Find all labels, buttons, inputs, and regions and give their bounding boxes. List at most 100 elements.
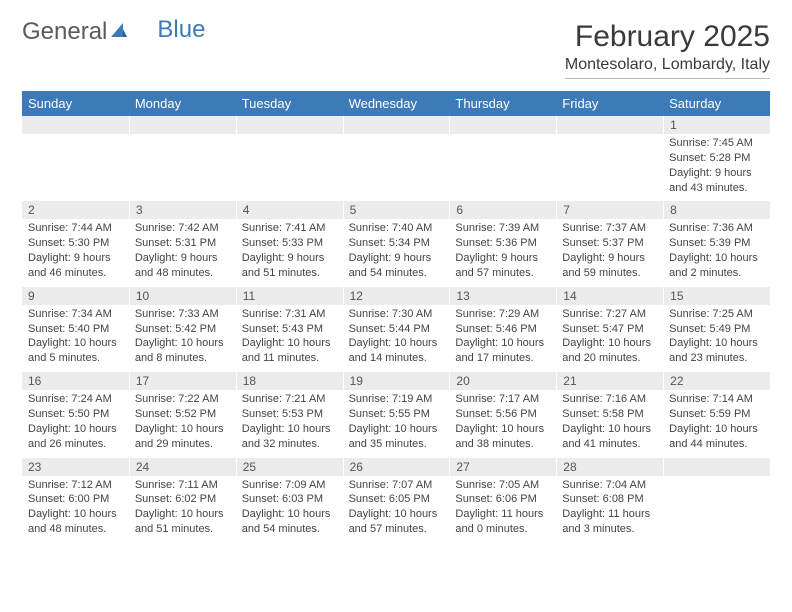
day-number: 28 — [556, 458, 663, 476]
day-info-line: Sunset: 5:31 PM — [135, 236, 230, 251]
day-info-line: Daylight: 10 hours and 20 minutes. — [562, 336, 657, 366]
day-info-line: Sunset: 5:40 PM — [28, 322, 123, 337]
day-cell — [343, 134, 450, 201]
day-info-line: Sunrise: 7:21 AM — [242, 392, 337, 407]
day-number — [22, 116, 129, 134]
day-cell: Sunrise: 7:36 AMSunset: 5:39 PMDaylight:… — [663, 219, 770, 286]
day-cell: Sunrise: 7:24 AMSunset: 5:50 PMDaylight:… — [22, 390, 129, 457]
day-header-sun: Sunday — [22, 91, 129, 116]
day-info-line: Sunset: 5:55 PM — [349, 407, 444, 422]
day-info-line: Daylight: 9 hours and 46 minutes. — [28, 251, 123, 281]
day-cell — [449, 134, 556, 201]
page-header: General Blue February 2025 Montesolaro, … — [22, 20, 770, 79]
day-info-line: Sunset: 5:46 PM — [455, 322, 550, 337]
week-number-row: 232425262728 — [22, 458, 770, 476]
day-info-line: Sunrise: 7:11 AM — [135, 478, 230, 493]
day-cell: Sunrise: 7:16 AMSunset: 5:58 PMDaylight:… — [556, 390, 663, 457]
day-info-line: Sunrise: 7:45 AM — [669, 136, 764, 151]
day-cell: Sunrise: 7:19 AMSunset: 5:55 PMDaylight:… — [343, 390, 450, 457]
day-info-line: Daylight: 10 hours and 26 minutes. — [28, 422, 123, 452]
day-cell: Sunrise: 7:40 AMSunset: 5:34 PMDaylight:… — [343, 219, 450, 286]
day-cell: Sunrise: 7:22 AMSunset: 5:52 PMDaylight:… — [129, 390, 236, 457]
day-cell: Sunrise: 7:04 AMSunset: 6:08 PMDaylight:… — [556, 476, 663, 543]
day-number: 9 — [22, 287, 129, 305]
week-content-row: Sunrise: 7:24 AMSunset: 5:50 PMDaylight:… — [22, 390, 770, 457]
day-info-line: Sunset: 5:53 PM — [242, 407, 337, 422]
day-cell: Sunrise: 7:42 AMSunset: 5:31 PMDaylight:… — [129, 219, 236, 286]
day-number: 22 — [663, 372, 770, 390]
day-info-line: Daylight: 10 hours and 23 minutes. — [669, 336, 764, 366]
day-cell: Sunrise: 7:33 AMSunset: 5:42 PMDaylight:… — [129, 305, 236, 372]
day-header-thu: Thursday — [449, 91, 556, 116]
calendar-day-header: Sunday Monday Tuesday Wednesday Thursday… — [22, 91, 770, 116]
day-info-line: Sunset: 5:59 PM — [669, 407, 764, 422]
day-number — [556, 116, 663, 134]
day-info-line: Sunset: 5:36 PM — [455, 236, 550, 251]
calendar-body: 1Sunrise: 7:45 AMSunset: 5:28 PMDaylight… — [22, 116, 770, 543]
day-info-line: Daylight: 10 hours and 48 minutes. — [28, 507, 123, 537]
day-info-line: Daylight: 10 hours and 35 minutes. — [349, 422, 444, 452]
day-cell: Sunrise: 7:45 AMSunset: 5:28 PMDaylight:… — [663, 134, 770, 201]
day-cell — [663, 476, 770, 543]
day-number: 15 — [663, 287, 770, 305]
logo: General Blue — [22, 20, 205, 44]
day-info-line: Sunset: 5:43 PM — [242, 322, 337, 337]
day-info-line: Sunrise: 7:29 AM — [455, 307, 550, 322]
day-number: 18 — [236, 372, 343, 390]
week-content-row: Sunrise: 7:34 AMSunset: 5:40 PM Daylight:… — [22, 305, 770, 372]
day-number: 17 — [129, 372, 236, 390]
day-cell: Sunrise: 7:44 AMSunset: 5:30 PMDaylight:… — [22, 219, 129, 286]
day-info-line: Sunset: 5:49 PM — [669, 322, 764, 337]
day-info-line: Sunrise: 7:05 AM — [455, 478, 550, 493]
day-info-line: Daylight: 10 hours and 54 minutes. — [242, 507, 337, 537]
day-number: 8 — [663, 201, 770, 219]
day-info-line: Sunset: 5:42 PM — [135, 322, 230, 337]
day-info-line: Sunrise: 7:25 AM — [669, 307, 764, 322]
day-info-line: Daylight: 10 hours and 51 minutes. — [135, 507, 230, 537]
day-number — [236, 116, 343, 134]
day-cell: Sunrise: 7:37 AMSunset: 5:37 PMDaylight:… — [556, 219, 663, 286]
day-info-line: Sunset: 6:02 PM — [135, 492, 230, 507]
day-info-line: Daylight: 10 hours and 11 minutes. — [242, 336, 337, 366]
day-info-line: Sunset: 5:34 PM — [349, 236, 444, 251]
day-number — [129, 116, 236, 134]
day-header-sat: Saturday — [663, 91, 770, 116]
day-info-line: Daylight: 10 hours and 38 minutes. — [455, 422, 550, 452]
day-number: 21 — [556, 372, 663, 390]
week-content-row: Sunrise: 7:12 AMSunset: 6:00 PMDaylight:… — [22, 476, 770, 543]
day-cell: Sunrise: 7:09 AMSunset: 6:03 PMDaylight:… — [236, 476, 343, 543]
day-header-wed: Wednesday — [343, 91, 450, 116]
day-cell: Sunrise: 7:39 AMSunset: 5:36 PMDaylight:… — [449, 219, 556, 286]
day-number: 1 — [663, 116, 770, 134]
day-cell: Sunrise: 7:27 AMSunset: 5:47 PMDaylight:… — [556, 305, 663, 372]
day-info-line: Sunrise: 7:16 AM — [562, 392, 657, 407]
day-info-line: Sunrise: 7:36 AM — [669, 221, 764, 236]
day-number: 7 — [556, 201, 663, 219]
day-header-fri: Friday — [556, 91, 663, 116]
day-info-line: Sunset: 5:39 PM — [669, 236, 764, 251]
day-cell — [129, 134, 236, 201]
day-cell: Sunrise: 7:34 AMSunset: 5:40 PMDaylight:… — [22, 305, 129, 372]
day-cell: Sunrise: 7:29 AMSunset: 5:46 PMDaylight:… — [449, 305, 556, 372]
day-number: 27 — [449, 458, 556, 476]
day-cell: Sunrise: 7:11 AMSunset: 6:02 PMDaylight:… — [129, 476, 236, 543]
day-info-line: Sunrise: 7:12 AM — [28, 478, 123, 493]
day-cell: Sunrise: 7:05 AMSunset: 6:06 PMDaylight:… — [449, 476, 556, 543]
day-cell — [556, 134, 663, 201]
day-info-line: Sunrise: 7:37 AM — [562, 221, 657, 236]
day-info-line: Sunset: 6:06 PM — [455, 492, 550, 507]
day-info-line: Sunrise: 7:07 AM — [349, 478, 444, 493]
day-info-line: Daylight: 10 hours and 8 minutes. — [135, 336, 230, 366]
day-info-line: Sunset: 5:52 PM — [135, 407, 230, 422]
day-number: 2 — [22, 201, 129, 219]
day-cell: Sunrise: 7:07 AMSunset: 6:05 PMDaylight:… — [343, 476, 450, 543]
day-info-line: Daylight: 10 hours and 17 minutes. — [455, 336, 550, 366]
day-number: 25 — [236, 458, 343, 476]
day-info-line: Daylight: 10 hours and 32 minutes. — [242, 422, 337, 452]
day-cell: Sunrise: 7:31 AMSunset: 5:43 PMDaylight:… — [236, 305, 343, 372]
day-number — [449, 116, 556, 134]
month-title: February 2025 — [565, 20, 770, 54]
day-cell: Sunrise: 7:41 AMSunset: 5:33 PMDaylight:… — [236, 219, 343, 286]
day-info-line: Sunrise: 7:34 AM — [28, 307, 123, 322]
day-info-line: Sunset: 5:44 PM — [349, 322, 444, 337]
